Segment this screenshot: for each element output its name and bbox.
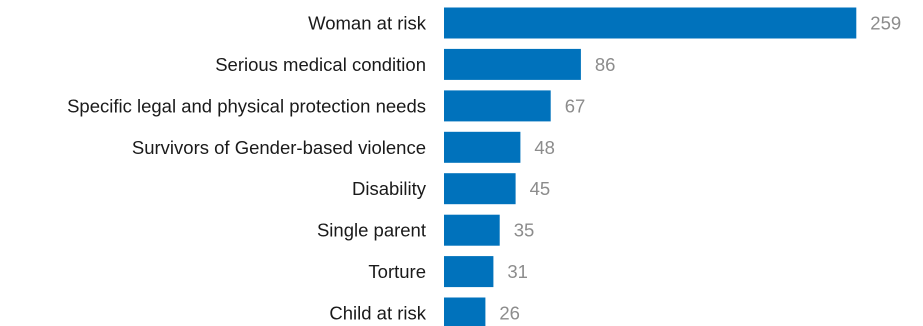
- category-labels-group: Woman at risk Serious medical condition Sp…: [67, 13, 427, 324]
- value-label: 259: [870, 13, 901, 34]
- bar: [444, 7, 857, 39]
- value-label: 31: [507, 261, 528, 282]
- bar: [444, 48, 581, 80]
- bar: [444, 173, 516, 205]
- category-label: Disability: [352, 178, 427, 199]
- value-label: 86: [595, 54, 616, 75]
- category-label: Woman at risk: [308, 13, 427, 34]
- bar: [444, 297, 486, 326]
- value-label: 45: [530, 178, 551, 199]
- category-label: Survivors of Gender-based violence: [132, 137, 426, 158]
- value-labels-group: 259 86 67 48 45 35 31 26: [499, 13, 901, 324]
- bars-group: [444, 7, 857, 326]
- category-label: Specific legal and physical protection n…: [67, 95, 426, 116]
- value-label: 48: [534, 137, 555, 158]
- category-label: Serious medical condition: [215, 54, 426, 75]
- category-label: Child at risk: [329, 303, 426, 324]
- bar: [444, 256, 494, 288]
- category-label: Single parent: [317, 220, 426, 241]
- value-label: 67: [565, 95, 586, 116]
- bar: [444, 90, 551, 122]
- value-label: 26: [499, 303, 520, 324]
- bar: [444, 214, 500, 246]
- bar: [444, 131, 521, 163]
- category-label: Torture: [368, 261, 426, 282]
- value-label: 35: [514, 220, 535, 241]
